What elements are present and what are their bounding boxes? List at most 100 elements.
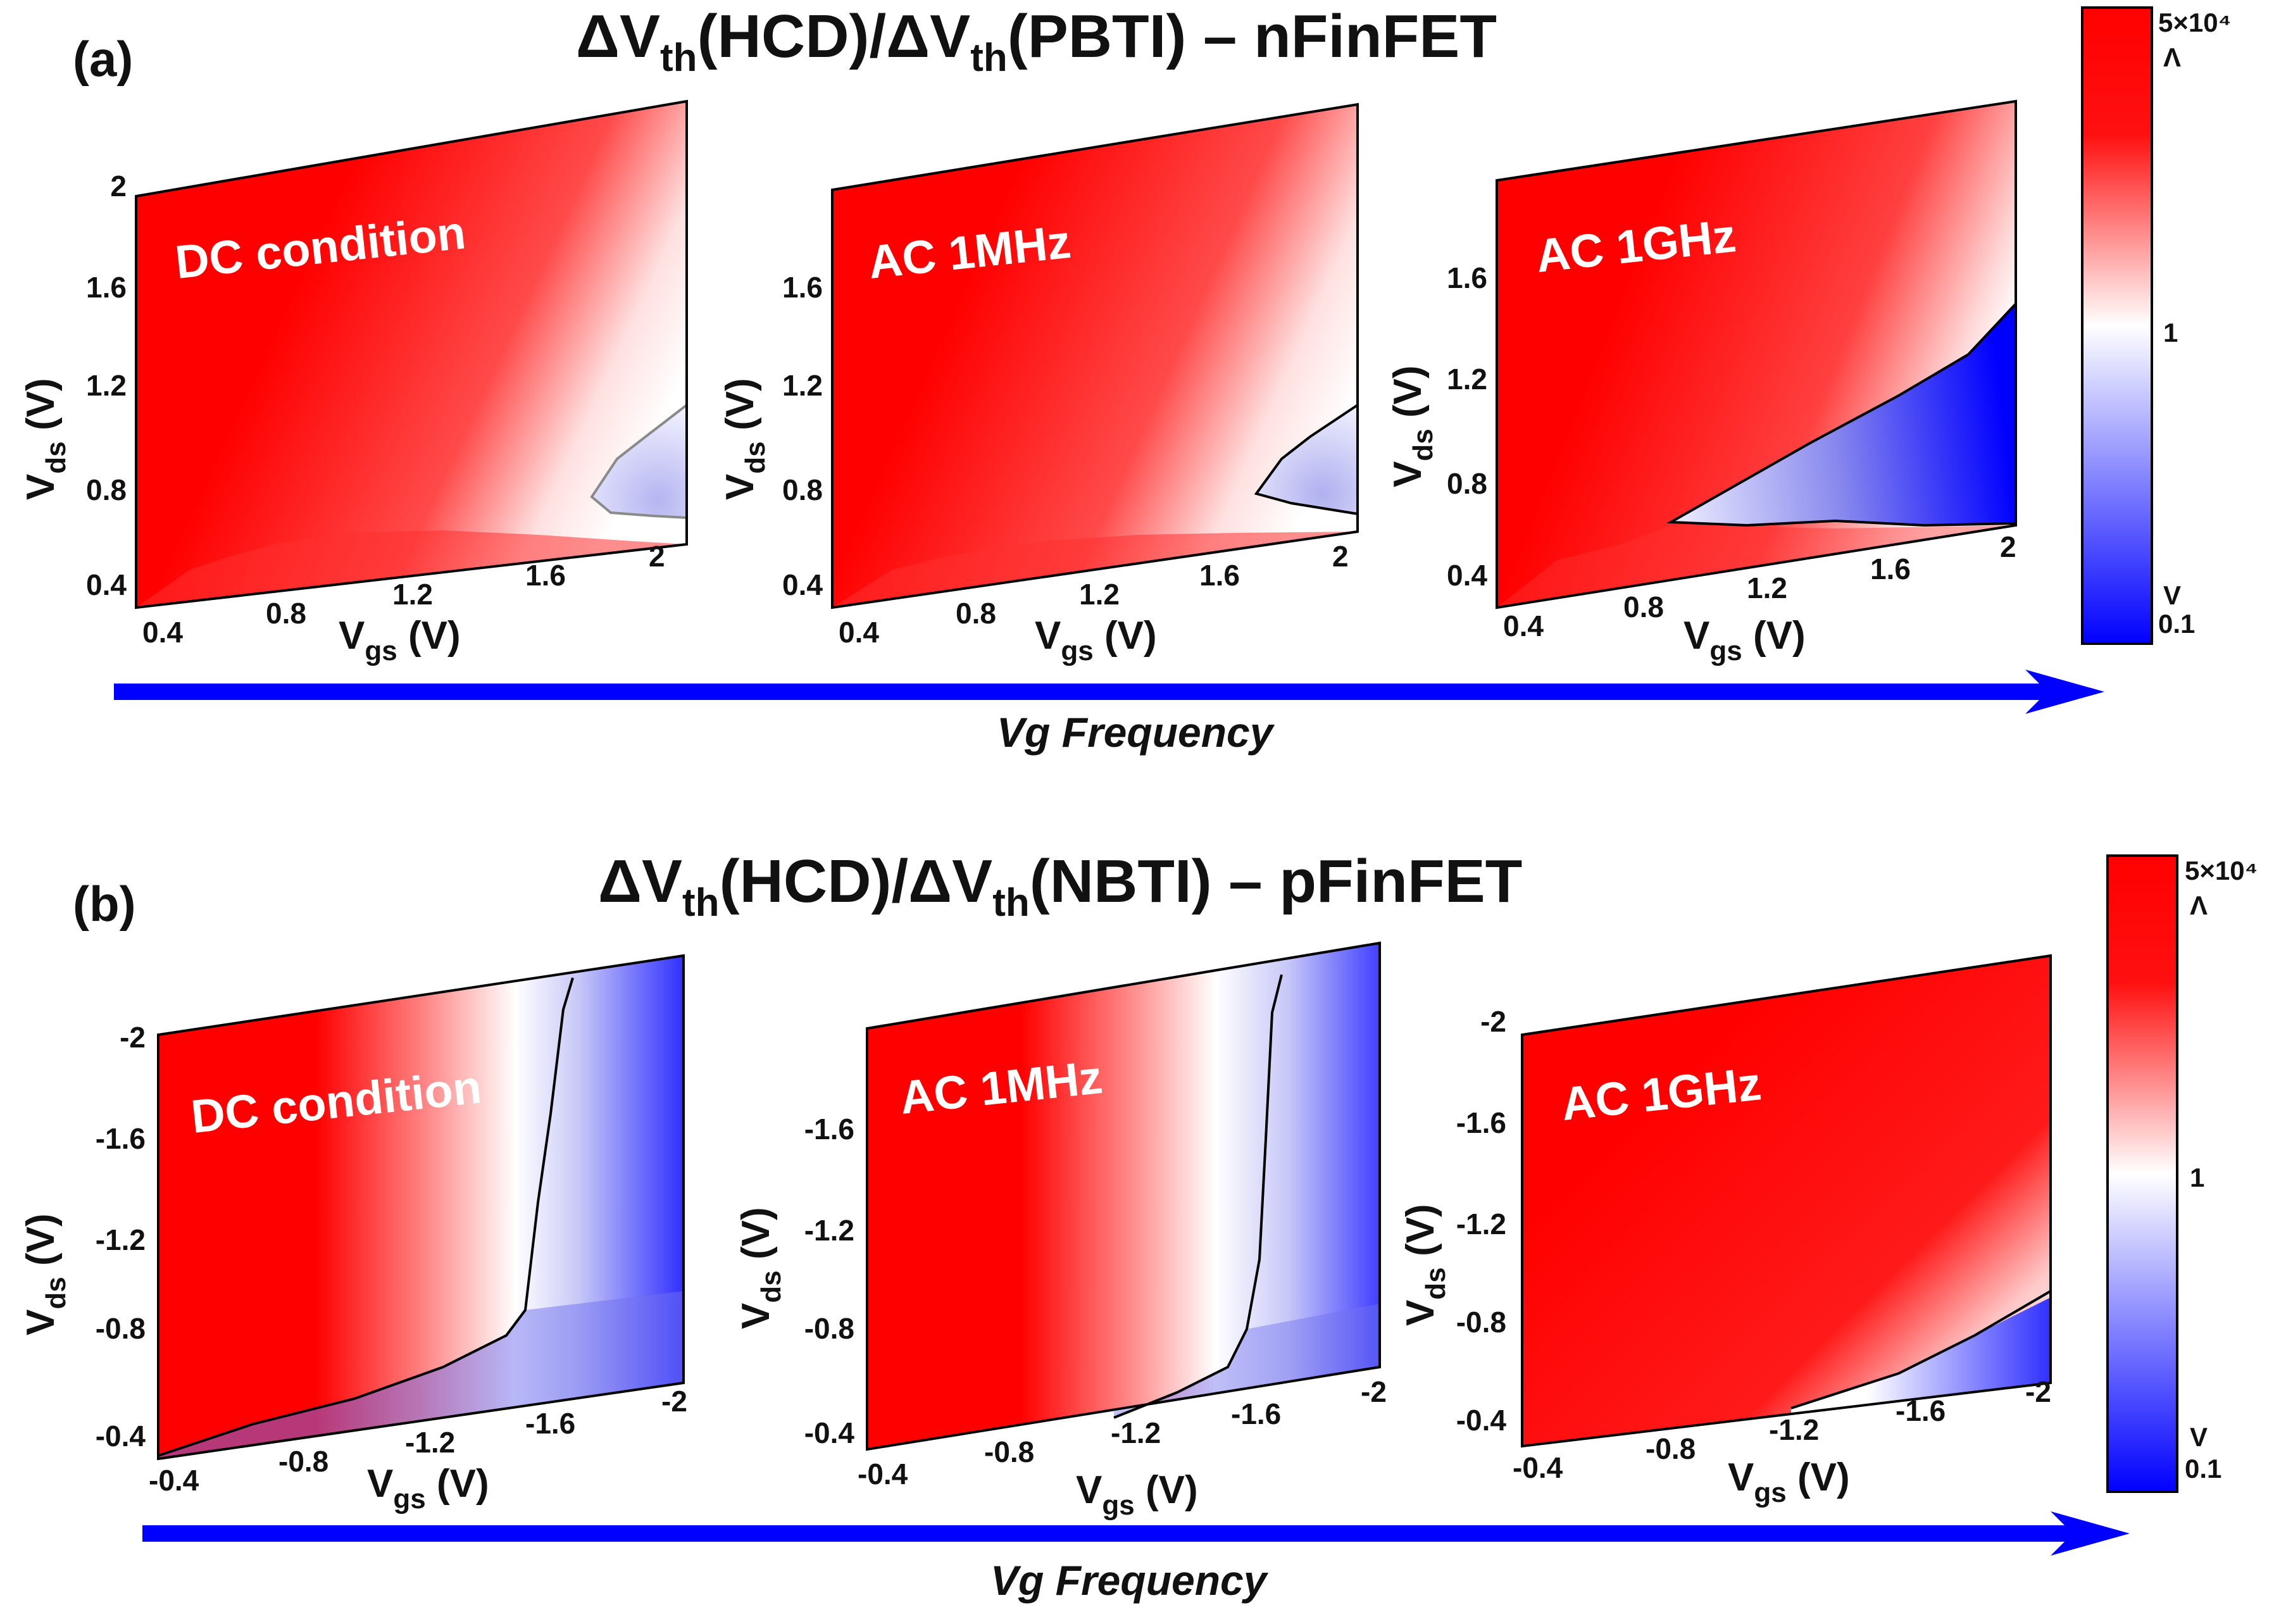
ytick-b3-5: -2 xyxy=(1480,1005,1506,1038)
xlabel-b3-sub: gs xyxy=(1754,1477,1786,1508)
heatmap-b2-lower-blue xyxy=(1114,1304,1380,1418)
title-b: ΔVth(HCD)/ΔVth(NBTI) – pFinFET xyxy=(598,847,1522,925)
ytick-a1-2: 0.8 xyxy=(86,473,127,506)
panel-b3: AC 1GHz -0.4 -0.8 -1.2 -1.6 -2 -0.4 -0.8… xyxy=(1399,954,2052,1508)
xticks-b2: -0.4 -0.8 -1.2 -1.6 -2 xyxy=(858,1375,1387,1490)
ytick-b3-1: -0.4 xyxy=(1456,1404,1507,1437)
ytick-a2-1: 0.4 xyxy=(782,568,823,601)
heatmap-b3-field xyxy=(1522,956,2051,1446)
ytick-b3-3: -1.2 xyxy=(1456,1208,1506,1240)
xtick-b1-3: -1.2 xyxy=(405,1426,455,1459)
xtick-b3-2: -0.8 xyxy=(1646,1432,1696,1465)
heatmap-a1-lower-red xyxy=(136,530,687,608)
xlabel-a2: Vgs (V) xyxy=(1035,614,1157,666)
plot-frame-a3 xyxy=(1496,99,2017,609)
ytick-a3-4: 1.6 xyxy=(1447,261,1487,294)
xtick-b1-1: -0.4 xyxy=(149,1464,199,1497)
frequency-arrow-a: Vg Frequency xyxy=(114,670,2104,756)
ylabel-b1-unit: (V) xyxy=(19,1213,63,1277)
title-a-sub-1: th xyxy=(660,36,697,80)
yticks-b3: -0.4 -0.8 -1.2 -1.6 -2 xyxy=(1456,1005,1507,1437)
ylabel-a3-unit: (V) xyxy=(1386,365,1430,428)
xlabel-b1-v: V xyxy=(367,1462,393,1506)
xtick-b3-3: -1.2 xyxy=(1769,1413,1819,1446)
colorbar-b: 5×10⁴ Λ 1 V 0.1 xyxy=(2106,854,2258,1493)
ylabel-b3-unit: (V) xyxy=(1399,1204,1442,1267)
title-a-sub-2: th xyxy=(970,36,1008,80)
xtick-a2-2: 0.8 xyxy=(956,597,996,630)
xlabel-a2-unit: (V) xyxy=(1094,614,1157,658)
colorbar-b-min-symbol: V xyxy=(2190,1422,2208,1452)
xlabel-a1: Vgs (V) xyxy=(339,614,461,666)
xlabel-b3: Vgs (V) xyxy=(1728,1456,1850,1508)
xlabel-b2-v: V xyxy=(1076,1468,1102,1512)
xtick-b2-3: -1.2 xyxy=(1111,1416,1161,1449)
colorbar-a: 5×10⁴ Λ 1 V 0.1 xyxy=(2081,6,2231,645)
ytick-b1-5: -2 xyxy=(120,1021,146,1054)
panel-b1: DC condition -0.4 -0.8 -1.2 -1.6 -2 -0.4… xyxy=(19,954,687,1515)
xtick-b1-2: -0.8 xyxy=(278,1445,328,1478)
colorbar-b-mid: 1 xyxy=(2190,1163,2204,1192)
ylabel-a2-sub: ds xyxy=(740,441,771,473)
ylabel-b1: Vds (V) xyxy=(19,1213,72,1335)
ylabel-a3: Vds (V) xyxy=(1386,365,1439,487)
colorbar-b-bar xyxy=(2106,854,2178,1493)
xlabel-a2-sub: gs xyxy=(1061,635,1093,666)
ytick-a3-3: 1.2 xyxy=(1447,363,1487,396)
xlabel-a1-sub: gs xyxy=(365,635,397,666)
ytick-a2-4: 1.6 xyxy=(782,271,823,304)
xlabel-a3-unit: (V) xyxy=(1742,614,1806,658)
ytick-b1-4: -1.6 xyxy=(96,1122,146,1155)
ytick-a3-2: 0.8 xyxy=(1447,467,1487,500)
xticks-b3: -0.4 -0.8 -1.2 -1.6 -2 xyxy=(1513,1375,2051,1484)
ytick-b3-4: -1.6 xyxy=(1456,1106,1506,1139)
heatmap-b3-low-region xyxy=(1791,1297,2051,1415)
ytick-b2-2: -0.8 xyxy=(804,1312,854,1345)
xlabel-a3: Vgs (V) xyxy=(1684,614,1806,666)
colorbar-b-max: 5×10⁴ xyxy=(2185,856,2258,885)
heatmap-a1-field xyxy=(136,101,687,608)
ytick-b2-3: -1.2 xyxy=(804,1214,854,1247)
xtick-b2-4: -1.6 xyxy=(1231,1397,1281,1430)
ylabel-a1: Vds (V) xyxy=(19,378,72,500)
xlabel-a2-v: V xyxy=(1035,614,1061,658)
colorbar-a-min-symbol: V xyxy=(2163,580,2181,610)
xtick-a3-5: 2 xyxy=(2000,530,2016,563)
ylabel-a3-v: V xyxy=(1386,461,1430,487)
title-b-part-3: (NBTI) – pFinFET xyxy=(1030,847,1523,915)
xtick-a3-2: 0.8 xyxy=(1623,590,1664,623)
contour-b3 xyxy=(1790,1290,2052,1409)
ytick-a3-1: 0.4 xyxy=(1447,559,1487,592)
panel-a1: DC condition 0.4 0.8 1.2 1.6 2 0.4 0.8 1… xyxy=(19,99,688,666)
frequency-arrow-a-shaft xyxy=(114,684,2051,700)
title-b-sub-1: th xyxy=(682,881,720,925)
ylabel-b2-sub: ds xyxy=(756,1270,787,1302)
ylabel-b2-unit: (V) xyxy=(734,1207,778,1270)
xtick-b2-2: -0.8 xyxy=(984,1435,1034,1468)
xtick-a1-5: 2 xyxy=(649,540,665,573)
yticks-a2: 0.4 0.8 1.2 1.6 xyxy=(782,271,823,601)
contour-b2 xyxy=(1113,974,1283,1419)
xtick-a3-1: 0.4 xyxy=(1503,609,1544,642)
ylabel-b2: Vds (V) xyxy=(734,1207,787,1329)
xtick-a2-5: 2 xyxy=(1332,540,1349,573)
ytick-a1-5: 2 xyxy=(110,170,127,203)
xlabel-b2: Vgs (V) xyxy=(1076,1468,1198,1521)
plot-frame-a2 xyxy=(831,103,1359,609)
frequency-arrow-a-head xyxy=(2025,670,2104,714)
contour-a3 xyxy=(1666,303,2017,527)
xlabel-b1: Vgs (V) xyxy=(367,1462,489,1515)
ylabel-b3: Vds (V) xyxy=(1399,1204,1451,1326)
xtick-a1-3: 1.2 xyxy=(392,578,433,611)
frequency-arrow-b: Vg Frequency xyxy=(142,1511,2130,1604)
xtick-a1-2: 0.8 xyxy=(266,597,306,630)
panel-label-a: (a) xyxy=(73,31,133,87)
ylabel-a1-unit: (V) xyxy=(19,378,63,441)
colorbar-a-min: 0.1 xyxy=(2158,609,2195,639)
panel-b2: AC 1MHz -0.4 -0.8 -1.2 -1.6 -2 -0.4 -0.8… xyxy=(734,941,1387,1521)
contour-b1 xyxy=(158,977,574,1457)
ytick-a2-3: 1.2 xyxy=(782,369,823,402)
xtick-b1-4: -1.6 xyxy=(525,1407,575,1440)
xlabel-b3-unit: (V) xyxy=(1787,1456,1850,1499)
